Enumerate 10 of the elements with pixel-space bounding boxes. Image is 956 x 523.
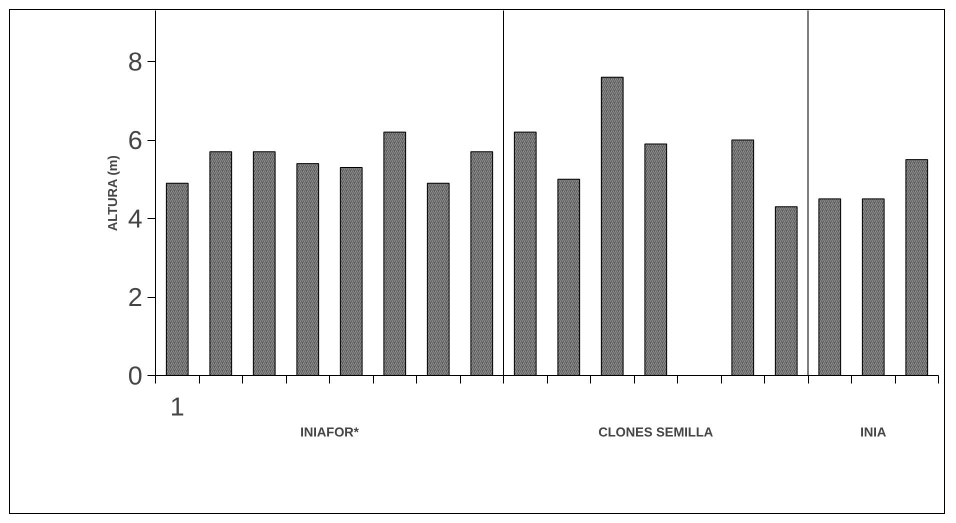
- text: INIA: [860, 424, 887, 440]
- y-tick-label: 4: [128, 204, 143, 234]
- y-tick-label: 8: [128, 46, 143, 77]
- y-tick-label: 2: [128, 282, 143, 312]
- text: INIAFOR*: [300, 424, 360, 440]
- text: CLONES SEMILLA: [598, 424, 714, 440]
- y-tick-label: 0: [128, 360, 143, 390]
- x-tick-label: 1: [170, 392, 184, 422]
- y-axis-title: ALTURA (m): [105, 155, 120, 232]
- y-tick-label: 6: [128, 125, 143, 156]
